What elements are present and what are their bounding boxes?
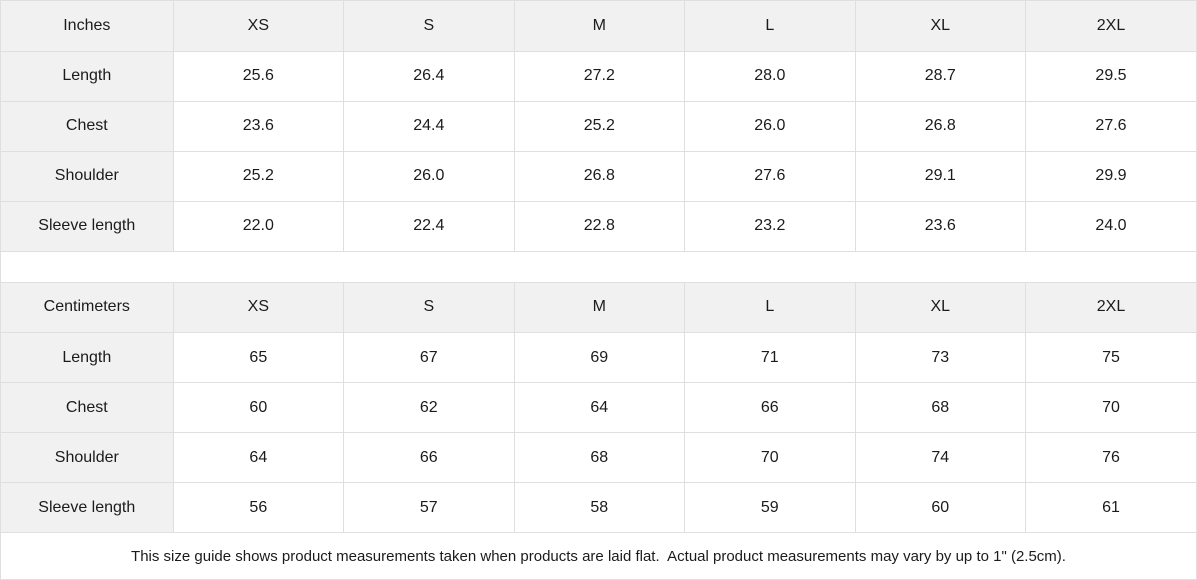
measurement-value-cell: 27.6 [1025,101,1196,152]
size-header-cell: XL [855,282,1027,333]
measurement-value-cell: 61 [1025,482,1196,533]
measurement-label-cell: Chest [1,101,174,152]
measurement-row: Chest 23.6 24.4 25.2 26.0 26.8 27.6 [1,101,1196,152]
size-header-cell: M [514,282,686,333]
measurement-row: Length 65 67 69 71 73 75 [1,332,1196,383]
size-header-cell: S [343,282,515,333]
size-header-cell: XS [173,282,345,333]
measurement-row: Sleeve length 56 57 58 59 60 61 [1,482,1196,533]
measurement-label-cell: Sleeve length [1,482,174,533]
measurement-value-cell: 64 [514,382,686,433]
measurement-value-cell: 67 [343,332,515,383]
measurement-value-cell: 24.0 [1025,201,1196,252]
measurement-value-cell: 56 [173,482,345,533]
measurement-value-cell: 60 [173,382,345,433]
measurement-value-cell: 25.6 [173,51,345,102]
size-table-centimeters: Centimeters XS S M L XL 2XL Length 65 67 69 71 73 75 C… [1,282,1196,533]
table-gap [1,251,1196,283]
measurement-value-cell: 64 [173,432,345,483]
measurement-value-cell: 65 [173,332,345,383]
size-header-cell: XS [173,1,345,52]
measurement-row: Length 25.6 26.4 27.2 28.0 28.7 29.5 [1,51,1196,102]
measurement-value-cell: 29.5 [1025,51,1196,102]
measurement-row: Sleeve length 22.0 22.4 22.8 23.2 23.6 24.0 [1,201,1196,252]
measurement-value-cell: 27.6 [684,151,856,202]
measurement-value-cell: 27.2 [514,51,686,102]
measurement-value-cell: 68 [855,382,1027,433]
measurement-value-cell: 70 [1025,382,1196,433]
measurement-value-cell: 23.6 [855,201,1027,252]
measurement-label-cell: Length [1,332,174,383]
size-header-row: Centimeters XS S M L XL 2XL [1,282,1196,333]
measurement-value-cell: 26.0 [684,101,856,152]
measurement-row: Shoulder 25.2 26.0 26.8 27.6 29.1 29.9 [1,151,1196,202]
measurement-row: Chest 60 62 64 66 68 70 [1,382,1196,433]
measurement-value-cell: 66 [684,382,856,433]
measurement-value-cell: 68 [514,432,686,483]
measurement-value-cell: 74 [855,432,1027,483]
measurement-value-cell: 60 [855,482,1027,533]
size-header-cell: S [343,1,515,52]
measurement-value-cell: 58 [514,482,686,533]
measurement-value-cell: 22.0 [173,201,345,252]
measurement-value-cell: 71 [684,332,856,383]
size-header-cell: M [514,1,686,52]
size-header-cell: XL [855,1,1027,52]
size-guide-note: This size guide shows product measuremen… [1,533,1196,579]
measurement-label-cell: Sleeve length [1,201,174,252]
measurement-value-cell: 70 [684,432,856,483]
measurement-value-cell: 22.4 [343,201,515,252]
measurement-value-cell: 25.2 [173,151,345,202]
size-header-cell: 2XL [1025,282,1196,333]
measurement-value-cell: 76 [1025,432,1196,483]
measurement-value-cell: 26.0 [343,151,515,202]
measurement-value-cell: 25.2 [514,101,686,152]
measurement-value-cell: 23.2 [684,201,856,252]
measurement-value-cell: 23.6 [173,101,345,152]
measurement-value-cell: 75 [1025,332,1196,383]
measurement-label-cell: Chest [1,382,174,433]
measurement-value-cell: 29.9 [1025,151,1196,202]
size-header-row: Inches XS S M L XL 2XL [1,1,1196,52]
measurement-value-cell: 28.0 [684,51,856,102]
measurement-row: Shoulder 64 66 68 70 74 76 [1,432,1196,483]
unit-header-cell: Centimeters [1,282,174,333]
measurement-value-cell: 26.8 [855,101,1027,152]
measurement-value-cell: 26.8 [514,151,686,202]
size-header-cell: L [684,282,856,333]
measurement-value-cell: 28.7 [855,51,1027,102]
measurement-label-cell: Length [1,51,174,102]
measurement-value-cell: 66 [343,432,515,483]
measurement-value-cell: 24.4 [343,101,515,152]
measurement-label-cell: Shoulder [1,432,174,483]
measurement-value-cell: 59 [684,482,856,533]
size-header-cell: L [684,1,856,52]
size-table-inches: Inches XS S M L XL 2XL Length 25.6 26.4 27.2 28.0 28… [1,1,1196,252]
measurement-value-cell: 26.4 [343,51,515,102]
unit-header-cell: Inches [1,1,174,52]
measurement-value-cell: 29.1 [855,151,1027,202]
size-header-cell: 2XL [1025,1,1196,52]
measurement-label-cell: Shoulder [1,151,174,202]
measurement-value-cell: 62 [343,382,515,433]
measurement-value-cell: 57 [343,482,515,533]
measurement-value-cell: 73 [855,332,1027,383]
measurement-value-cell: 69 [514,332,686,383]
measurement-value-cell: 22.8 [514,201,686,252]
